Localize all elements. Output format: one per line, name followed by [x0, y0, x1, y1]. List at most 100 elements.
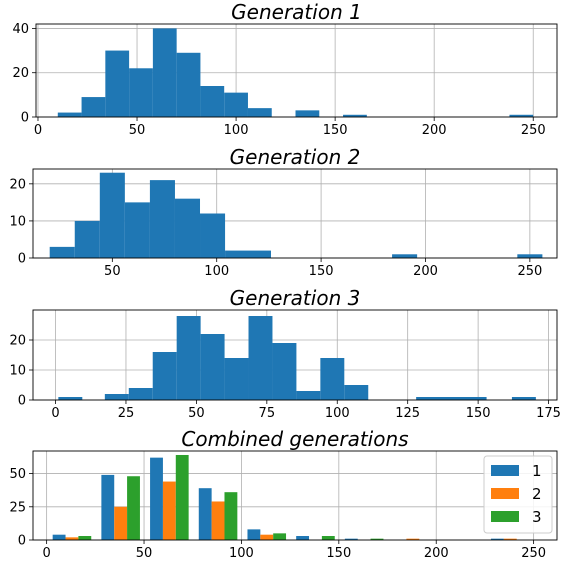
histogram-bar-9 [272, 343, 297, 400]
y-tick-label: 10 [9, 364, 26, 379]
bar-series-2-2 [114, 506, 128, 540]
y-tick-label: 50 [9, 467, 26, 482]
x-tick-label: 250 [521, 546, 546, 561]
histogram-bar-11 [343, 114, 367, 117]
chart-panel-2: 50 100 150 200 250 0 10 20 Generation 2 [9, 145, 558, 279]
histogram-bar-13 [416, 397, 487, 400]
histogram-bar-10 [295, 110, 320, 117]
bar-series-2-8 [406, 538, 420, 540]
bar-series-3-2 [127, 476, 140, 540]
chart-title: Generation 1 [231, 0, 362, 24]
bar-series-2-4 [211, 501, 225, 540]
bar-series-3-1 [78, 536, 92, 540]
bar-series-3-7 [370, 538, 384, 540]
axes-frame [35, 23, 558, 118]
bar-series-1-5 [247, 529, 261, 540]
x-tick-label: 0 [51, 406, 59, 421]
y-tick-label: 40 [12, 22, 29, 37]
bar-series-2-3 [162, 481, 176, 540]
x-tick-label: 100 [224, 123, 249, 138]
histogram-bar-8 [225, 250, 271, 258]
axes-frame [32, 309, 558, 401]
bar-series-1-7 [344, 538, 358, 540]
bar-series-1-4 [198, 488, 212, 540]
histogram-bar-6 [200, 334, 225, 400]
legend-swatch-2 [491, 488, 519, 499]
histogram-bar-6 [176, 52, 201, 117]
histogram-bar-9 [247, 108, 272, 117]
bar-series-1-2 [101, 474, 115, 540]
histogram-bar-12 [344, 385, 369, 400]
legend-label-2: 2 [532, 485, 542, 503]
x-tick-label: 250 [521, 123, 546, 138]
axes-frame [32, 168, 558, 259]
y-tick-label: 0 [18, 252, 26, 267]
y-tick-label: 20 [9, 177, 26, 192]
histogram-bar-10 [517, 254, 543, 258]
x-tick-label: 250 [517, 264, 542, 279]
x-tick-label: 100 [229, 546, 254, 561]
histogram-bar-1 [49, 246, 75, 258]
bar-series-1-1 [52, 534, 66, 540]
bar-series-3-5 [273, 533, 287, 540]
histogram-bar-11 [320, 358, 345, 400]
legend-swatch-1 [491, 465, 519, 476]
histogram-bar-3 [99, 172, 125, 258]
x-tick-label: 100 [325, 406, 350, 421]
histogram-bar-7 [224, 358, 249, 400]
histogram-bar-7 [200, 86, 225, 117]
bar-series-1-3 [150, 457, 163, 540]
histogram-bar-3 [105, 50, 130, 118]
chart-title: Generation 2 [230, 145, 361, 169]
chart-panel-3: 0 25 50 75 100 125 150 175 0 10 20 Generation 3 [9, 286, 561, 421]
x-tick-label: 50 [104, 264, 121, 279]
y-tick-label: 10 [9, 214, 26, 229]
histogram-bar-8 [224, 92, 248, 117]
y-tick-label: 25 [9, 500, 26, 515]
x-tick-label: 75 [259, 406, 276, 421]
histogram-bar-1 [58, 397, 83, 400]
chart-title: Generation 3 [230, 286, 361, 310]
x-tick-label: 175 [536, 406, 561, 421]
x-tick-label: 0 [34, 123, 42, 138]
bar-series-1-10 [490, 538, 504, 540]
histogram-bar-2 [74, 220, 100, 258]
x-tick-label: 100 [204, 264, 229, 279]
histogram-bar-5 [152, 28, 177, 117]
histogram-bar-12 [509, 114, 534, 117]
y-tick-label: 0 [18, 394, 26, 409]
legend-swatch-3 [491, 511, 519, 522]
x-tick-label: 0 [42, 546, 50, 561]
x-tick-label: 200 [422, 123, 447, 138]
bar-series-3-3 [175, 454, 189, 540]
histogram-bar-1 [57, 112, 82, 117]
x-tick-label: 150 [466, 406, 491, 421]
bar-series-2-10 [503, 538, 517, 540]
axes-frame [32, 450, 558, 541]
x-tick-label: 125 [395, 406, 420, 421]
legend-label-1: 1 [532, 462, 542, 480]
histogram-bar-5 [149, 180, 175, 258]
x-tick-label: 200 [413, 264, 438, 279]
histogram-bar-4 [152, 352, 177, 400]
histogram-bar-5 [176, 316, 201, 400]
histogram-bar-6 [174, 198, 201, 258]
bar-series-2-5 [260, 534, 274, 540]
bar-series-3-4 [224, 492, 238, 540]
y-tick-label: 20 [9, 334, 26, 349]
legend-label-3: 3 [532, 508, 542, 526]
chart-panel-4: 0 50 100 150 200 250 0 25 50 Combined generations… [9, 427, 558, 561]
x-tick-label: 200 [424, 546, 449, 561]
histogram-bar-8 [248, 316, 273, 400]
histogram-bar-2 [104, 394, 129, 400]
x-tick-label: 150 [323, 123, 348, 138]
x-tick-label: 50 [136, 546, 153, 561]
histogram-bar-14 [511, 397, 536, 400]
x-tick-label: 50 [188, 406, 205, 421]
histogram-bar-4 [124, 202, 150, 258]
chart-title: Combined generations [181, 427, 408, 451]
histogram-bar-4 [129, 68, 153, 117]
y-tick-label: 20 [12, 66, 29, 81]
histogram-bar-3 [128, 388, 153, 400]
